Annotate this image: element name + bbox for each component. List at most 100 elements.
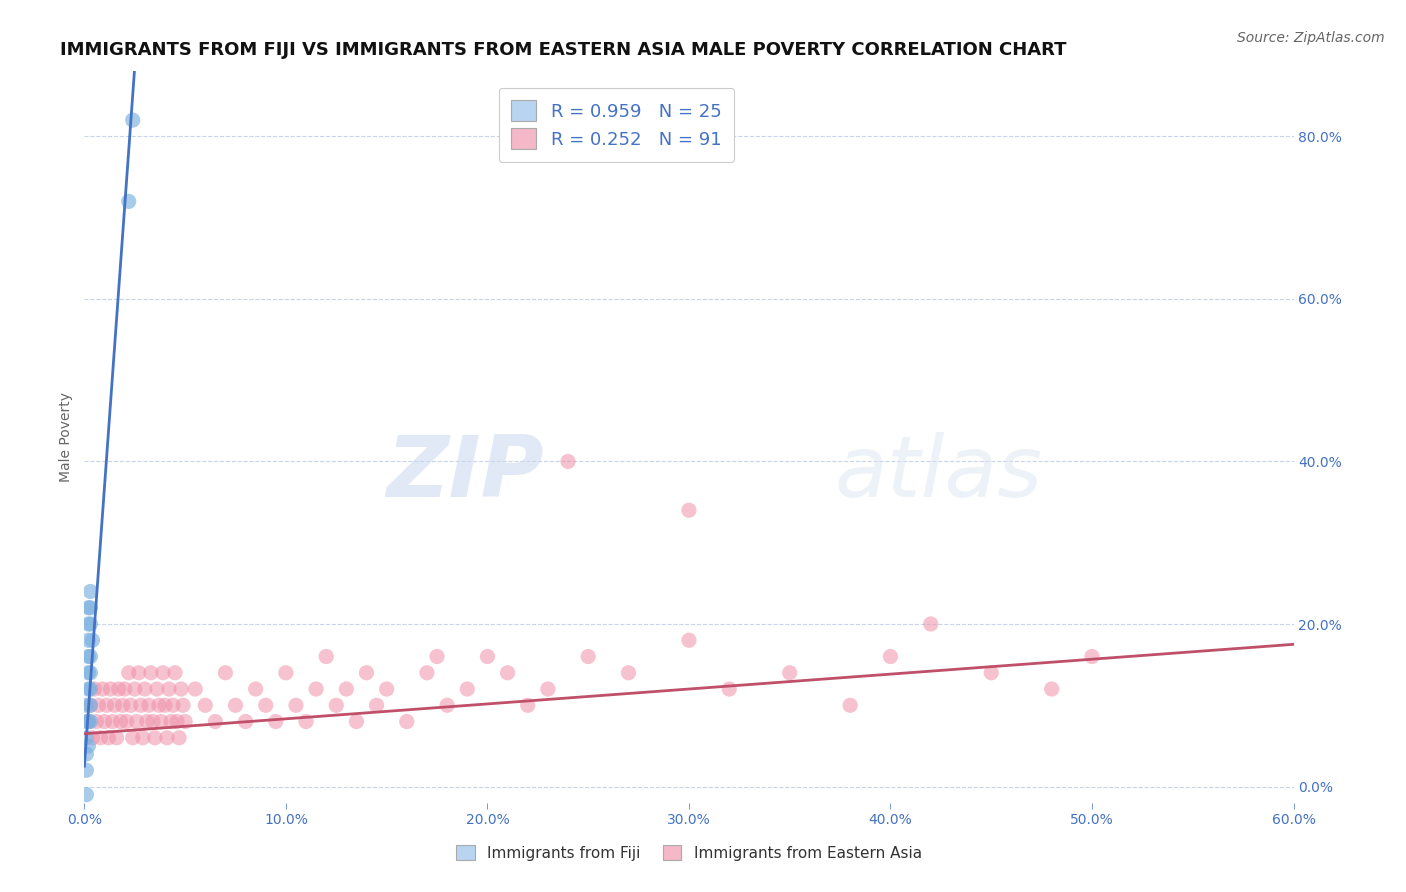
Point bbox=[456, 681, 478, 696]
Point bbox=[335, 681, 357, 696]
Point bbox=[134, 681, 156, 696]
Point bbox=[375, 681, 398, 696]
Point bbox=[107, 681, 129, 696]
Point bbox=[920, 617, 942, 632]
Point bbox=[138, 698, 160, 713]
Point bbox=[125, 714, 148, 729]
Point bbox=[346, 714, 368, 729]
Point bbox=[160, 714, 183, 729]
Point bbox=[305, 681, 328, 696]
Point bbox=[146, 681, 169, 696]
Point bbox=[86, 714, 108, 729]
Point bbox=[416, 665, 439, 680]
Point bbox=[75, 731, 97, 745]
Point bbox=[153, 698, 176, 713]
Point bbox=[235, 714, 257, 729]
Point bbox=[132, 731, 155, 745]
Point bbox=[79, 600, 101, 615]
Point bbox=[82, 633, 104, 648]
Point bbox=[356, 665, 378, 680]
Point bbox=[75, 698, 97, 713]
Point bbox=[100, 681, 122, 696]
Point bbox=[879, 649, 901, 664]
Point bbox=[77, 665, 100, 680]
Point bbox=[170, 681, 193, 696]
Point bbox=[576, 649, 599, 664]
Point bbox=[1081, 649, 1104, 664]
Point bbox=[139, 665, 162, 680]
Point bbox=[77, 739, 100, 753]
Point bbox=[214, 665, 236, 680]
Text: Source: ZipAtlas.com: Source: ZipAtlas.com bbox=[1237, 31, 1385, 45]
Point bbox=[980, 665, 1002, 680]
Point bbox=[93, 714, 115, 729]
Point bbox=[129, 698, 152, 713]
Point bbox=[174, 714, 197, 729]
Point bbox=[264, 714, 287, 729]
Point bbox=[172, 698, 194, 713]
Point bbox=[118, 665, 141, 680]
Point bbox=[105, 731, 128, 745]
Point bbox=[77, 681, 100, 696]
Point bbox=[617, 665, 640, 680]
Point bbox=[75, 764, 97, 778]
Point bbox=[75, 714, 97, 729]
Point bbox=[79, 584, 101, 599]
Point bbox=[194, 698, 217, 713]
Point bbox=[135, 714, 157, 729]
Point bbox=[83, 681, 105, 696]
Point bbox=[779, 665, 801, 680]
Point bbox=[121, 113, 143, 128]
Point bbox=[557, 454, 579, 468]
Point bbox=[165, 665, 187, 680]
Text: IMMIGRANTS FROM FIJI VS IMMIGRANTS FROM EASTERN ASIA MALE POVERTY CORRELATION CH: IMMIGRANTS FROM FIJI VS IMMIGRANTS FROM … bbox=[60, 41, 1067, 59]
Point bbox=[477, 649, 499, 664]
Point bbox=[184, 681, 207, 696]
Point bbox=[75, 747, 97, 761]
Point bbox=[79, 617, 101, 632]
Point bbox=[204, 714, 226, 729]
Point bbox=[254, 698, 277, 713]
Point bbox=[426, 649, 449, 664]
Legend: Immigrants from Fiji, Immigrants from Eastern Asia: Immigrants from Fiji, Immigrants from Ea… bbox=[449, 837, 929, 868]
Point bbox=[79, 698, 101, 713]
Point bbox=[148, 698, 170, 713]
Point bbox=[166, 714, 188, 729]
Point bbox=[149, 714, 172, 729]
Point bbox=[839, 698, 862, 713]
Point bbox=[75, 788, 97, 802]
Point bbox=[366, 698, 388, 713]
Point bbox=[142, 714, 165, 729]
Point bbox=[678, 503, 700, 517]
Point bbox=[89, 731, 111, 745]
Point bbox=[77, 714, 100, 729]
Point bbox=[118, 194, 141, 209]
Point bbox=[436, 698, 458, 713]
Point bbox=[537, 681, 560, 696]
Point bbox=[285, 698, 308, 713]
Point bbox=[128, 665, 150, 680]
Point bbox=[96, 698, 118, 713]
Point bbox=[124, 681, 146, 696]
Point bbox=[245, 681, 267, 696]
Point bbox=[111, 698, 134, 713]
Point bbox=[1040, 681, 1063, 696]
Point bbox=[162, 698, 184, 713]
Point bbox=[110, 714, 132, 729]
Point bbox=[295, 714, 318, 729]
Text: ZIP: ZIP bbox=[387, 432, 544, 516]
Point bbox=[325, 698, 347, 713]
Point bbox=[114, 681, 136, 696]
Point bbox=[79, 698, 101, 713]
Text: atlas: atlas bbox=[834, 432, 1042, 516]
Point bbox=[156, 731, 179, 745]
Point bbox=[101, 714, 124, 729]
Point bbox=[79, 681, 101, 696]
Point bbox=[77, 633, 100, 648]
Point bbox=[97, 731, 120, 745]
Point bbox=[143, 731, 166, 745]
Point bbox=[496, 665, 519, 680]
Point bbox=[516, 698, 538, 713]
Point bbox=[77, 649, 100, 664]
Point bbox=[315, 649, 337, 664]
